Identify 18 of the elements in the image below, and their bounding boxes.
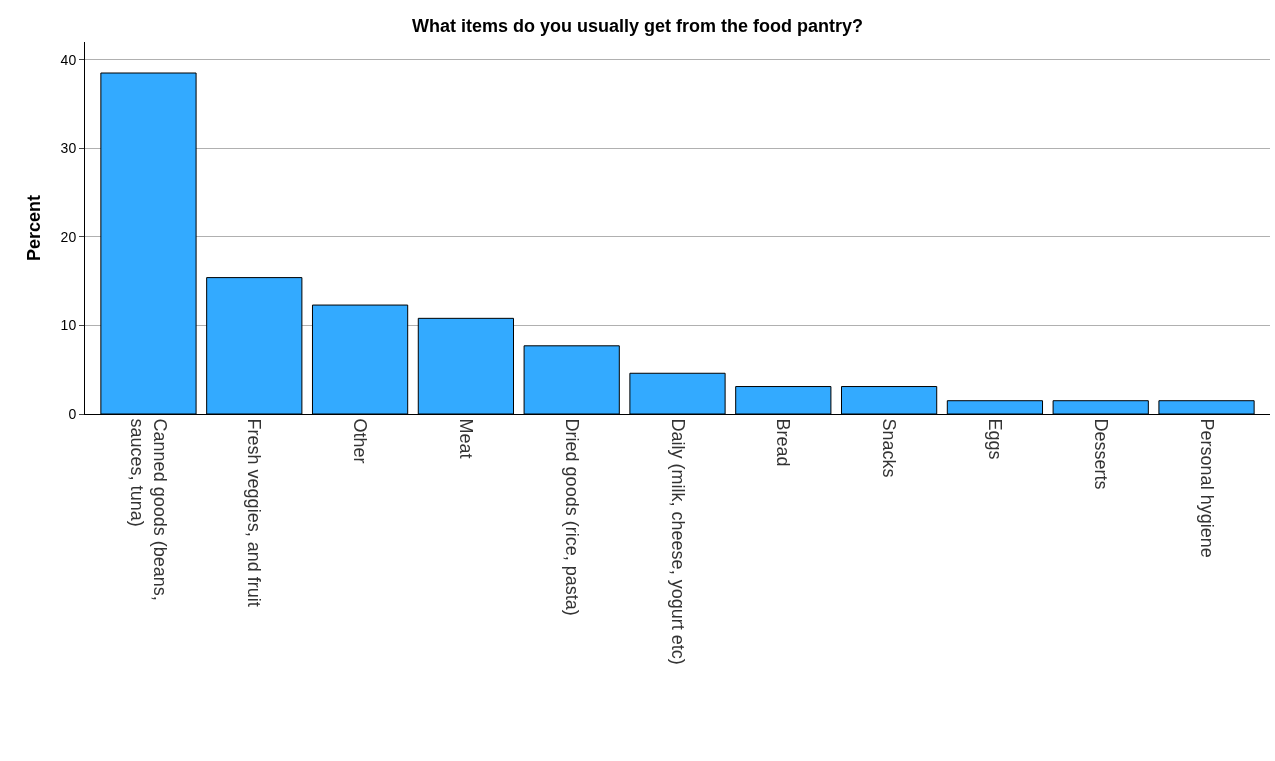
x-tick-label: Dried goods (rice, pasta) (561, 418, 582, 616)
x-tick-label: Canned goods (beans, sauces, tuna) (126, 418, 171, 601)
y-tick-label: 10 (60, 317, 77, 334)
y-tick-label: 20 (60, 228, 77, 245)
chart-title: What items do you usually get from the food pantry? (411, 15, 864, 36)
x-tick-label: Fresh veggies, and fruit (244, 418, 265, 607)
y-tick-label: 30 (60, 140, 77, 157)
x-tick-label: Other (350, 418, 371, 464)
x-tick-label: Desserts (1090, 418, 1111, 490)
x-tick-label: Snacks (879, 418, 900, 478)
x-tick-label: Eggs (985, 418, 1006, 460)
x-tick-label: Daily (milk, cheese, yogurt etc) (667, 418, 688, 665)
x-tick-label: Bread (773, 418, 794, 467)
y-tick-label: 0 (68, 405, 77, 422)
x-tick-label: Meat (456, 418, 477, 459)
y-axis-title: Percent (23, 194, 44, 262)
x-tick-label: Personal hygiene (1196, 418, 1217, 558)
y-tick-label: 40 (60, 51, 77, 68)
